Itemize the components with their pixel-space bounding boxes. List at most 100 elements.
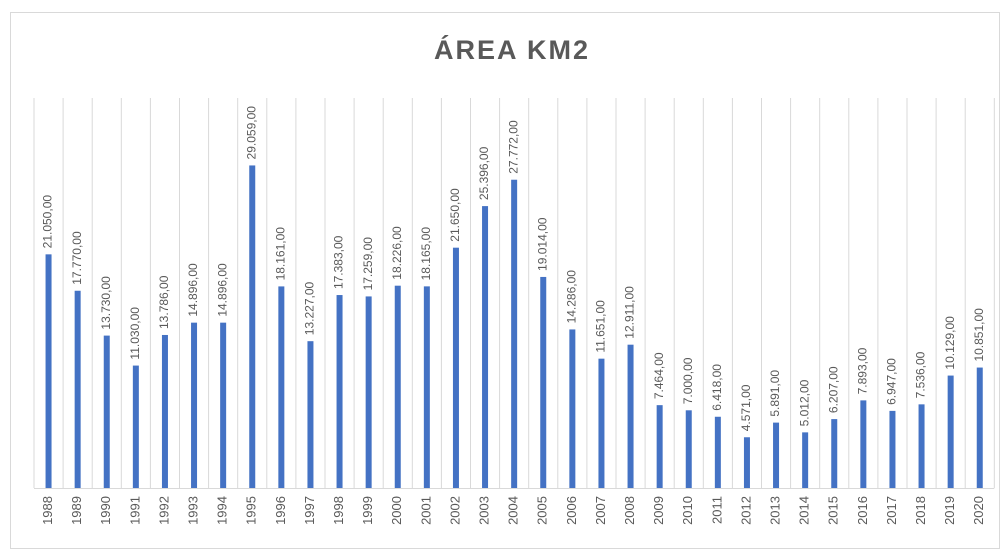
- x-tick-label: 2005: [535, 496, 550, 525]
- value-label: 12.911,00: [623, 286, 637, 339]
- bar: [947, 375, 954, 488]
- chart-title: ÁREA KM2: [434, 34, 590, 65]
- bar: [365, 296, 372, 488]
- x-tick-label: 2008: [622, 496, 637, 525]
- bar: [656, 405, 663, 488]
- value-label: 18.165,00: [419, 227, 433, 281]
- x-tick-label: 1988: [40, 496, 55, 525]
- bar: [685, 410, 692, 488]
- bar: [482, 206, 489, 488]
- value-label: 17.259,00: [361, 237, 375, 291]
- value-label: 14.286,00: [565, 270, 579, 324]
- x-tick-label: 2006: [564, 496, 579, 525]
- bar: [307, 341, 314, 488]
- bar: [831, 419, 838, 488]
- value-label: 11.651,00: [594, 300, 608, 353]
- x-tick-label: 2015: [826, 496, 841, 525]
- x-tick-label: 2019: [942, 496, 957, 525]
- x-tick-label: 2011: [709, 496, 724, 524]
- x-tick-label: 2017: [884, 496, 899, 525]
- value-label: 17.383,00: [332, 235, 346, 289]
- value-label: 10.851,00: [972, 308, 986, 362]
- bar: [132, 365, 139, 488]
- value-label: 7.536,00: [914, 351, 928, 398]
- value-label: 10.129,00: [943, 316, 957, 370]
- value-label: 13.227,00: [303, 281, 317, 335]
- x-tick-label: 1995: [244, 496, 259, 525]
- x-tick-label: 1992: [156, 496, 171, 525]
- bar: [161, 334, 168, 488]
- value-label: 18.161,00: [274, 227, 288, 281]
- x-tick-label: 1989: [69, 496, 84, 525]
- bar: [627, 344, 634, 488]
- value-label: 13.786,00: [157, 275, 171, 329]
- bar: [423, 286, 430, 488]
- bar: [889, 410, 896, 488]
- value-label: 4.571,00: [739, 384, 753, 431]
- x-tick-label: 2002: [447, 496, 462, 525]
- value-label: 13.730,00: [99, 276, 113, 330]
- x-tick-label: 1996: [273, 496, 288, 525]
- bar: [103, 335, 110, 488]
- x-tick-label: 1994: [215, 496, 230, 525]
- x-tick-label: 2001: [418, 496, 433, 525]
- bar: [45, 254, 52, 488]
- x-tick-label: 2016: [855, 496, 870, 525]
- bar: [278, 286, 285, 488]
- bar: [569, 329, 576, 488]
- bar: [860, 400, 867, 488]
- bar: [743, 437, 750, 488]
- value-label: 14.896,00: [215, 263, 229, 317]
- bar: [191, 322, 198, 488]
- x-tick-label: 2009: [651, 496, 666, 525]
- x-tick-label: 1990: [98, 496, 113, 525]
- bar: [394, 285, 401, 488]
- bar: [918, 404, 925, 488]
- value-label: 5.891,00: [768, 370, 782, 417]
- value-label: 6.207,00: [826, 366, 840, 413]
- x-tick-label: 1997: [302, 496, 317, 525]
- x-tick-label: 2014: [797, 496, 812, 525]
- bar: [802, 432, 809, 488]
- value-label: 6.418,00: [710, 364, 724, 411]
- bar: [511, 179, 518, 488]
- value-label: 18.226,00: [390, 226, 404, 280]
- bar: [976, 367, 983, 488]
- value-label: 25.396,00: [477, 146, 491, 200]
- value-label: 29.059,00: [244, 106, 258, 160]
- value-label: 19.014,00: [535, 217, 549, 271]
- x-tick-label: 2012: [738, 496, 753, 525]
- x-tick-label: 2018: [913, 496, 928, 525]
- value-label: 14.896,00: [186, 263, 200, 317]
- value-label: 21.050,00: [41, 195, 55, 249]
- x-tick-label: 1998: [331, 496, 346, 525]
- x-tick-label: 2000: [389, 496, 404, 525]
- x-tick-label: 2013: [767, 496, 782, 525]
- value-label: 21.650,00: [448, 188, 462, 242]
- x-tick-label: 2004: [506, 496, 521, 525]
- x-tick-label: 1991: [127, 496, 142, 525]
- x-tick-label: 2010: [680, 496, 695, 525]
- bar: [74, 290, 81, 488]
- bar: [773, 422, 780, 488]
- value-label: 27.772,00: [506, 120, 520, 174]
- bar: [540, 276, 547, 488]
- bar: [249, 165, 256, 488]
- bar: [452, 247, 459, 488]
- x-tick-label: 1993: [185, 496, 200, 525]
- bar: [220, 322, 227, 488]
- value-label: 6.947,00: [885, 358, 899, 405]
- bar: [598, 358, 605, 488]
- bar: [714, 416, 721, 488]
- x-tick-label: 1999: [360, 496, 375, 525]
- value-label: 5.012,00: [797, 379, 811, 426]
- x-tick-label: 2007: [593, 496, 608, 525]
- value-label: 7.000,00: [681, 357, 695, 404]
- value-label: 7.893,00: [856, 347, 870, 394]
- value-label: 17.770,00: [70, 231, 84, 285]
- x-tick-label: 2020: [971, 496, 986, 525]
- bar: [336, 295, 343, 488]
- x-tick-label: 2003: [476, 496, 491, 525]
- value-label: 11.030,00: [128, 307, 142, 360]
